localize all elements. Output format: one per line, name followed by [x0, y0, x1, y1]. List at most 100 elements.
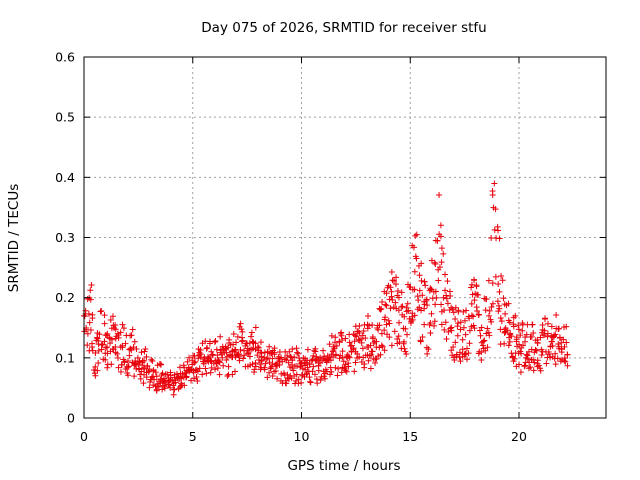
data-point: [224, 372, 231, 379]
data-point: [444, 278, 451, 285]
data-point: [549, 342, 556, 349]
data-point: [254, 352, 261, 359]
data-point: [461, 351, 468, 358]
data-point: [358, 336, 365, 343]
data-point: [457, 319, 464, 326]
data-point: [378, 305, 385, 312]
data-point: [108, 336, 115, 343]
data-point: [267, 365, 274, 372]
data-point: [107, 316, 114, 323]
data-point: [432, 261, 439, 268]
data-point: [333, 342, 340, 349]
data-point: [191, 352, 198, 359]
data-point: [423, 344, 430, 351]
data-point: [167, 384, 174, 391]
data-point: [332, 364, 339, 371]
data-point: [405, 307, 412, 314]
data-point: [203, 370, 210, 377]
data-point: [266, 343, 273, 350]
data-point: [306, 360, 313, 367]
data-point: [98, 307, 105, 314]
data-point: [438, 301, 445, 308]
data-point: [332, 334, 339, 341]
data-point: [239, 337, 246, 344]
data-point: [84, 342, 91, 349]
data-point: [545, 349, 552, 356]
data-point: [426, 321, 433, 328]
data-point: [92, 363, 99, 370]
data-point: [449, 306, 456, 313]
data-point: [517, 369, 524, 376]
data-point: [223, 349, 230, 356]
data-point: [441, 326, 448, 333]
data-point: [125, 364, 132, 371]
data-point: [529, 321, 536, 328]
data-point: [137, 375, 144, 382]
data-point: [193, 373, 200, 380]
data-point: [346, 354, 353, 361]
data-point: [153, 373, 160, 380]
data-point: [340, 358, 347, 365]
data-point: [428, 310, 435, 317]
data-point: [561, 357, 568, 364]
data-point: [464, 345, 471, 352]
x-tick-label: 5: [189, 429, 197, 444]
data-point: [150, 368, 157, 375]
data-point: [460, 324, 467, 331]
data-point: [269, 373, 276, 380]
data-point: [255, 344, 262, 351]
data-point: [548, 323, 555, 330]
data-point: [258, 339, 265, 346]
data-point: [421, 301, 428, 308]
data-point: [403, 308, 410, 315]
data-point: [388, 268, 395, 275]
data-point: [442, 287, 449, 294]
data-point: [544, 320, 551, 327]
data-point: [373, 355, 380, 362]
data-point: [558, 345, 565, 352]
data-point: [452, 315, 459, 322]
data-point: [304, 364, 311, 371]
data-point: [505, 342, 512, 349]
data-point: [387, 284, 394, 291]
data-point: [373, 338, 380, 345]
data-point: [119, 342, 126, 349]
data-point: [489, 280, 496, 287]
data-point: [471, 297, 478, 304]
data-point: [96, 331, 103, 338]
data-point: [495, 280, 502, 287]
data-point: [306, 374, 313, 381]
data-point: [466, 340, 473, 347]
data-point: [482, 295, 489, 302]
data-point: [436, 264, 443, 271]
data-point: [346, 339, 353, 346]
data-point: [385, 317, 392, 324]
data-point: [519, 342, 526, 349]
data-point: [91, 370, 98, 377]
data-point: [433, 294, 440, 301]
data-point: [436, 191, 443, 198]
data-point: [184, 358, 191, 365]
data-point: [513, 336, 520, 343]
data-point: [547, 354, 554, 361]
data-point: [462, 350, 469, 357]
data-point: [457, 358, 464, 365]
data-point: [416, 272, 423, 279]
data-point: [473, 283, 480, 290]
data-point: [239, 328, 246, 335]
data-point: [217, 333, 224, 340]
data-point: [432, 301, 439, 308]
data-point: [365, 357, 372, 364]
data-point: [271, 349, 278, 356]
data-point: [140, 380, 147, 387]
data-point: [483, 330, 490, 337]
data-point: [257, 361, 264, 368]
data-point: [94, 367, 101, 374]
data-point: [507, 330, 514, 337]
data-point: [552, 331, 559, 338]
data-point: [178, 375, 185, 382]
data-point: [366, 322, 373, 329]
data-point: [367, 342, 374, 349]
data-point: [124, 358, 131, 365]
data-point: [90, 366, 97, 373]
